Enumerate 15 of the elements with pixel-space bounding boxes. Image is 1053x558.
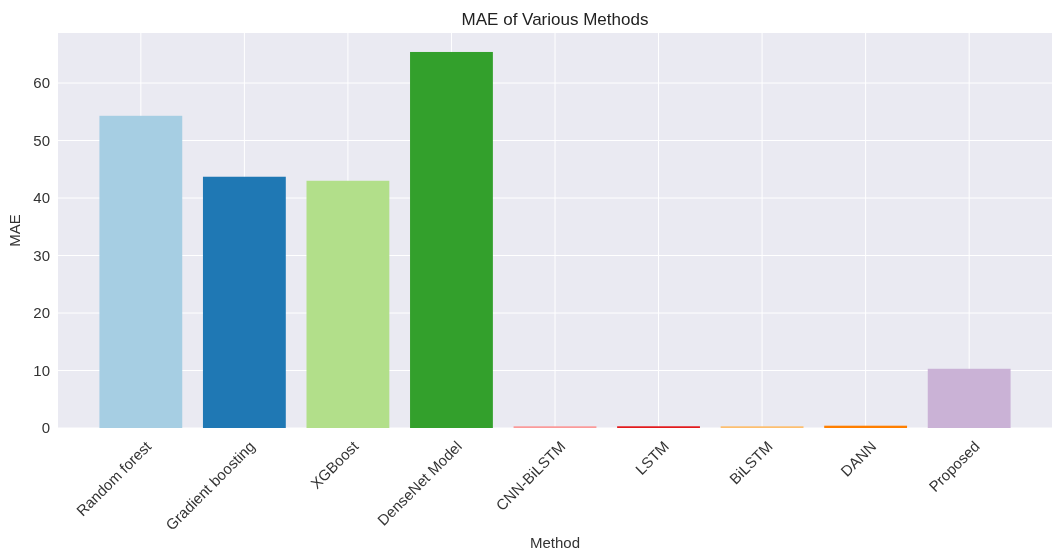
y-tick-label: 0 (41, 419, 50, 437)
bar (410, 51, 493, 428)
y-tick-label: 60 (33, 74, 50, 92)
y-tick-label: 40 (33, 189, 50, 207)
chart-title: MAE of Various Methods (461, 10, 649, 29)
bar (99, 115, 183, 428)
y-tick-label: 10 (33, 361, 50, 379)
x-axis-title: Method (529, 534, 581, 551)
y-axis-title: MAE (6, 214, 23, 247)
y-tick-label: 30 (33, 246, 50, 264)
y-tick-label: 20 (33, 304, 50, 322)
y-tick-label: 50 (33, 131, 50, 149)
bar (202, 176, 286, 428)
bar (306, 180, 390, 428)
bar (927, 368, 1011, 428)
